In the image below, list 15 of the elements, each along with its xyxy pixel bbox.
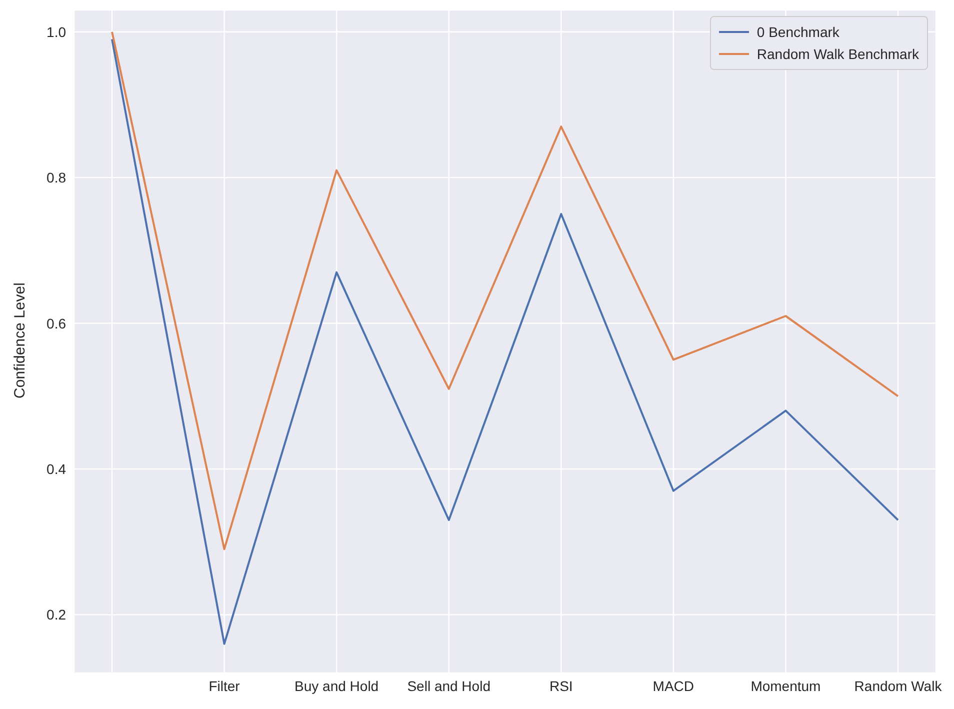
y-tick-label: 0.2 — [46, 606, 66, 623]
x-tick-label: Momentum — [750, 678, 821, 694]
legend-label: Random Walk Benchmark — [756, 45, 919, 64]
x-tick-label: Buy and Hold — [294, 678, 379, 694]
y-tick-label: 1.0 — [46, 24, 66, 40]
y-tick-label: 0.6 — [46, 315, 66, 332]
y-tick-label: 0.8 — [46, 170, 66, 186]
y-tick-label: 0.4 — [46, 460, 66, 477]
x-tick-label: Filter — [208, 678, 240, 694]
x-tick-label: RSI — [549, 678, 573, 694]
x-tick-label: MACD — [652, 678, 694, 694]
x-tick-label: Sell and Hold — [407, 678, 490, 694]
y-axis-title: Confidence Level — [12, 282, 29, 398]
legend-label: 0 Benchmark — [756, 23, 840, 42]
x-tick-label: Random Walk — [854, 678, 943, 694]
